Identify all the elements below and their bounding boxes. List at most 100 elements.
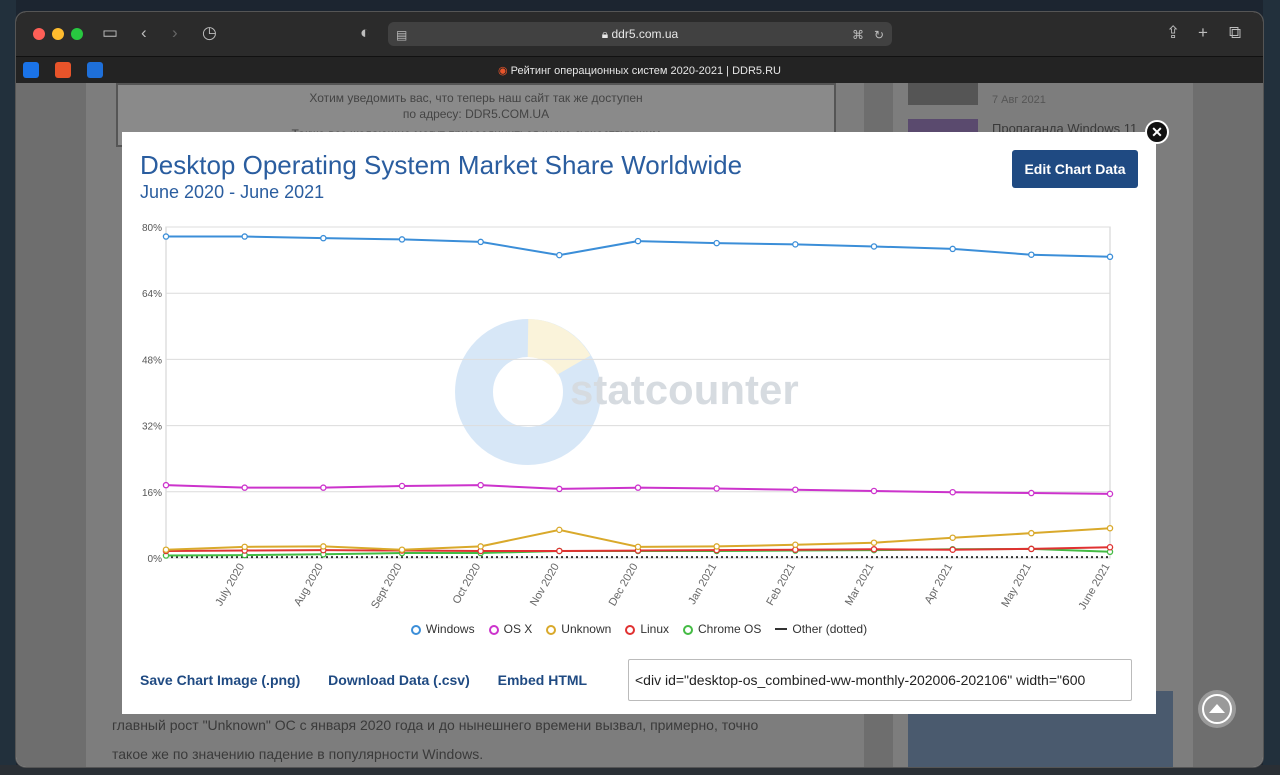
data-point: [398, 546, 406, 553]
address-bar[interactable]: ▤ 🔒︎ ddr5.com.ua ⌘ ↻: [388, 22, 892, 46]
translate-icon[interactable]: ⌘: [852, 28, 864, 42]
data-point: [634, 484, 642, 491]
x-tick-label: Sept 2020: [369, 562, 404, 611]
tab-bar: ◉ Рейтинг операционных систем 2020-2021 …: [16, 56, 1263, 84]
banner-line-2: по адресу: DDR5.COM.UA: [402, 107, 550, 121]
legend-label: Chrome OS: [698, 622, 762, 636]
confluence-favorite-icon[interactable]: [87, 62, 103, 78]
data-point: [634, 543, 642, 551]
zoom-window-button[interactable]: [71, 28, 83, 40]
watermark-text: statcounter: [570, 366, 799, 413]
y-tick-label: 48%: [142, 355, 162, 366]
chart-actions: Save Chart Image (.png) Download Data (.…: [140, 672, 611, 688]
data-point: [870, 243, 878, 250]
x-tick-label: Aug 2020: [292, 562, 326, 609]
desktop-background-right: [1263, 0, 1280, 775]
download-data-link[interactable]: Download Data (.csv): [328, 672, 470, 688]
outlook-favorite-icon[interactable]: [23, 62, 39, 78]
data-point: [556, 485, 563, 493]
post-date: 7 Авг 2021: [992, 94, 1046, 106]
statcounter-watermark: statcounter: [455, 319, 799, 465]
x-tick-label: May 2021: [999, 562, 1034, 610]
data-point: [1106, 543, 1114, 551]
legend-item[interactable]: Other (dotted): [775, 622, 867, 636]
data-point: [556, 547, 563, 555]
data-point: [1028, 529, 1035, 537]
data-point: [162, 233, 170, 240]
x-tick-label: Jan 2021: [686, 562, 719, 607]
legend-label: Linux: [640, 622, 670, 636]
legend-item[interactable]: Linux: [625, 622, 669, 636]
legend-item[interactable]: OS X: [488, 622, 533, 636]
data-point: [792, 541, 799, 549]
legend-item[interactable]: Windows: [410, 622, 475, 636]
data-point: [949, 546, 956, 553]
data-point: [241, 543, 248, 551]
close-window-button[interactable]: [33, 28, 45, 40]
chart-title: Desktop Operating System Market Share Wo…: [140, 150, 743, 180]
browser-toolbar: ▭ ‹ › ◷ ◐ ▤ 🔒︎ ddr5.com.ua ⌘ ↻ ⇪ + ⧉: [16, 12, 1263, 56]
data-point: [949, 534, 956, 541]
legend-marker: [625, 625, 636, 635]
share-icon[interactable]: ⇪: [1166, 23, 1181, 42]
url-text: ddr5.com.ua: [611, 27, 679, 41]
data-point: [477, 543, 484, 550]
x-tick-label: Nov 2020: [528, 562, 562, 609]
data-point: [162, 481, 170, 489]
scroll-to-top-button[interactable]: [1198, 690, 1236, 728]
sidebar-toggle-icon[interactable]: ▭: [102, 23, 119, 42]
x-tick-label: Feb 2021: [764, 562, 798, 608]
legend-label: OS X: [503, 622, 533, 636]
data-point: [1028, 545, 1035, 553]
data-point: [398, 236, 406, 243]
new-tab-icon[interactable]: +: [1198, 23, 1208, 42]
chart-subtitle: June 2020 - June 2021: [140, 182, 325, 202]
data-point: [241, 233, 248, 240]
x-tick-label: June 2021: [1077, 562, 1113, 613]
data-point: [870, 539, 878, 546]
post-thumbnail-1[interactable]: [908, 83, 978, 105]
settings-favorite-icon[interactable]: [55, 62, 71, 78]
legend-label: Windows: [425, 622, 475, 636]
forward-icon[interactable]: ›: [172, 23, 178, 42]
tab-favicon-icon: ◉: [498, 65, 511, 77]
data-point: [1028, 251, 1035, 258]
history-icon[interactable]: ◷: [202, 23, 217, 42]
back-icon[interactable]: ‹: [141, 23, 147, 42]
legend-item[interactable]: Unknown: [546, 622, 611, 636]
chart-legend: Windows OS X Unknown Linux Chrome OS Other (d…: [122, 622, 1156, 636]
minimize-window-button[interactable]: [52, 28, 64, 40]
data-point: [1106, 524, 1114, 532]
data-point: [556, 251, 563, 259]
data-point: [792, 486, 799, 493]
tab-overview-icon[interactable]: ⧉: [1229, 23, 1242, 42]
edit-chart-data-button[interactable]: Edit Chart Data: [1012, 150, 1138, 188]
legend-label: Unknown: [561, 622, 612, 636]
legend-item[interactable]: Chrome OS: [683, 622, 761, 636]
legend-marker: [775, 628, 788, 630]
data-point: [477, 481, 484, 489]
x-tick-label: Apr 2021: [923, 562, 956, 607]
save-chart-image-link[interactable]: Save Chart Image (.png): [140, 672, 301, 688]
data-point: [792, 241, 799, 248]
embed-code-field[interactable]: <div id="desktop-os_combined-ww-monthly-…: [628, 659, 1132, 701]
data-point: [713, 239, 720, 247]
desktop-background-left: [0, 0, 16, 775]
active-tab[interactable]: ◉ Рейтинг операционных систем 2020-2021 …: [16, 64, 1263, 77]
x-tick-label: Dec 2020: [607, 562, 641, 609]
data-point: [1028, 489, 1035, 497]
y-tick-label: 0%: [148, 554, 163, 565]
chart-modal: statcounter 0% 16% 32% 48% 64% 80% July 2020 A…: [122, 132, 1156, 714]
data-point: [713, 485, 720, 492]
reload-icon[interactable]: ↻: [874, 28, 885, 42]
arrow-up-icon: [1202, 694, 1232, 724]
x-tick-label: Mar 2021: [843, 562, 877, 608]
legend-label: Other (dotted): [792, 622, 868, 636]
privacy-shield-icon[interactable]: ◐: [360, 23, 371, 42]
y-tick-label: 80%: [142, 223, 162, 234]
embed-html-link[interactable]: Embed HTML: [497, 672, 588, 688]
x-tick-label: Oct 2020: [451, 562, 484, 607]
data-point: [477, 238, 484, 246]
x-tick-label: July 2020: [213, 562, 247, 609]
close-icon[interactable]: ✕: [1145, 120, 1169, 144]
